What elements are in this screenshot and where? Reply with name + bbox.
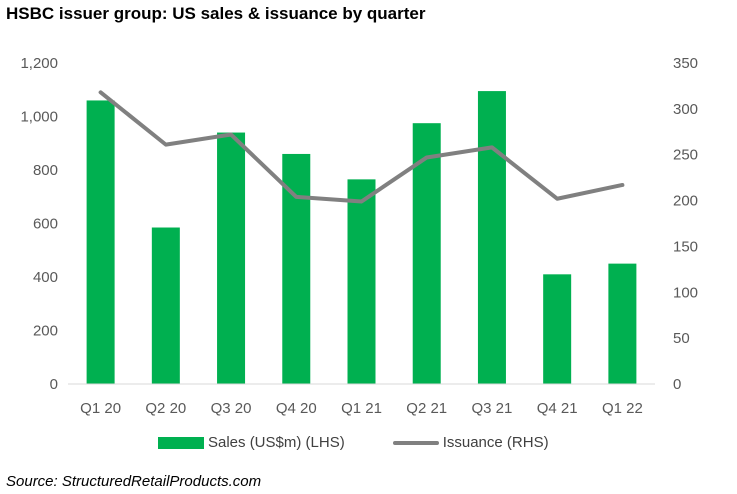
x-tick-8: Q1 22 <box>602 400 643 417</box>
bar-4 <box>347 179 376 384</box>
x-tick-4: Q1 21 <box>341 400 382 417</box>
bar-2 <box>217 132 246 384</box>
y-right-tick-5: 250 <box>673 147 698 164</box>
y-right-tick-6: 300 <box>673 101 698 118</box>
legend-swatch-sales <box>158 436 204 449</box>
y-left-tick-6: 1,200 <box>20 55 58 72</box>
legend-swatch-issuance <box>392 440 439 445</box>
y-left-tick-3: 600 <box>33 216 58 233</box>
y-right-tick-4: 200 <box>673 193 698 210</box>
y-right-tick-7: 350 <box>673 55 698 72</box>
chart-legend: Sales (US$m) (LHS) Issuance (RHS) <box>158 434 549 451</box>
y-right-tick-2: 100 <box>673 284 698 301</box>
legend-label-issuance: Issuance (RHS) <box>442 434 549 451</box>
chart-title: HSBC issuer group: US sales & issuance b… <box>6 4 426 23</box>
y-left-tick-1: 200 <box>33 323 58 340</box>
x-tick-0: Q1 20 <box>80 400 121 417</box>
bar-5 <box>412 123 441 384</box>
bar-1 <box>151 227 180 384</box>
x-tick-6: Q3 21 <box>472 400 513 417</box>
y-left-tick-0: 0 <box>50 376 58 393</box>
source-note: Source: StructuredRetailProducts.com <box>6 473 262 490</box>
bar-7 <box>543 274 572 384</box>
x-tick-2: Q3 20 <box>211 400 252 417</box>
x-tick-1: Q2 20 <box>145 400 186 417</box>
bar-0 <box>86 100 115 384</box>
y-right-tick-1: 50 <box>673 330 690 347</box>
bar-8 <box>608 263 637 384</box>
bar-6 <box>477 91 506 385</box>
bar-3 <box>282 153 311 384</box>
y-left-tick-5: 1,000 <box>20 109 58 126</box>
y-left-tick-4: 800 <box>33 162 58 179</box>
x-tick-3: Q4 20 <box>276 400 317 417</box>
chart-plot: 0 200 400 600 800 1,000 1,200 0 50 100 150 200 250 30… <box>20 55 698 417</box>
x-tick-5: Q2 21 <box>406 400 447 417</box>
y-right-tick-3: 150 <box>673 238 698 255</box>
legend-label-sales: Sales (US$m) (LHS) <box>208 434 345 451</box>
y-left-tick-2: 400 <box>33 269 58 286</box>
y-right-tick-0: 0 <box>673 376 681 393</box>
x-tick-7: Q4 21 <box>537 400 578 417</box>
